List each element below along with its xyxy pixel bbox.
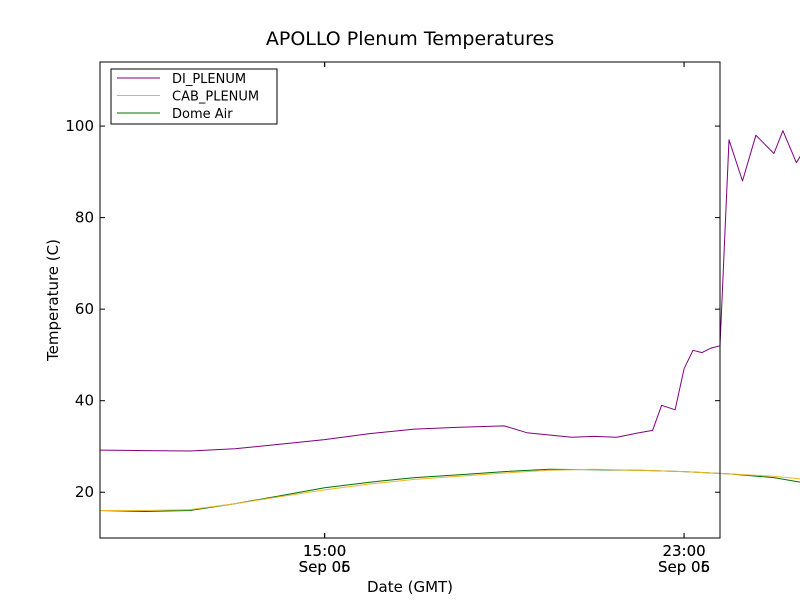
chart-title: APOLLO Plenum Temperatures [266, 28, 554, 50]
y-tick-label-3: 80 [75, 209, 94, 227]
series-line-2 [99, 468, 800, 512]
x-tick-label-date-1: Sep 05 [658, 558, 710, 576]
x-tick-label-date-3: Sep 06 [299, 558, 351, 576]
x-tick-label-date-0: Sep 05 [299, 558, 351, 576]
y-axis-ticks: 20 40 60 80 100 [65, 117, 720, 501]
y-tick-label-1: 40 [75, 392, 94, 410]
series-line-0 [99, 130, 800, 452]
legend-label-0: DI_PLENUM [172, 72, 246, 87]
legend-label-2: Dome Air [172, 107, 233, 122]
x-axis-label: Date (GMT) [367, 578, 453, 596]
series-line-1 [100, 468, 800, 511]
y-axis-label: Temperature (C) [44, 239, 62, 362]
x-tick-label-time-0: 15:00 [303, 542, 346, 560]
legend-label-1: CAB_PLENUM [172, 90, 259, 105]
x-tick-label-time-1: 23:00 [662, 542, 705, 560]
plot-frame [99, 61, 721, 539]
y-tick-label-0: 20 [75, 483, 94, 501]
x-tick-label-date-4: Sep 06 [658, 558, 710, 576]
y-tick-label-4: 100 [65, 117, 94, 135]
y-tick-label-2: 60 [75, 300, 94, 318]
legend: DI_PLENUM CAB_PLENUM Dome Air [110, 68, 278, 125]
x-tick-label-time-4: 23:00 [662, 542, 705, 560]
x-tick-label-time-3: 15:00 [303, 542, 346, 560]
series-lines [99, 130, 800, 512]
